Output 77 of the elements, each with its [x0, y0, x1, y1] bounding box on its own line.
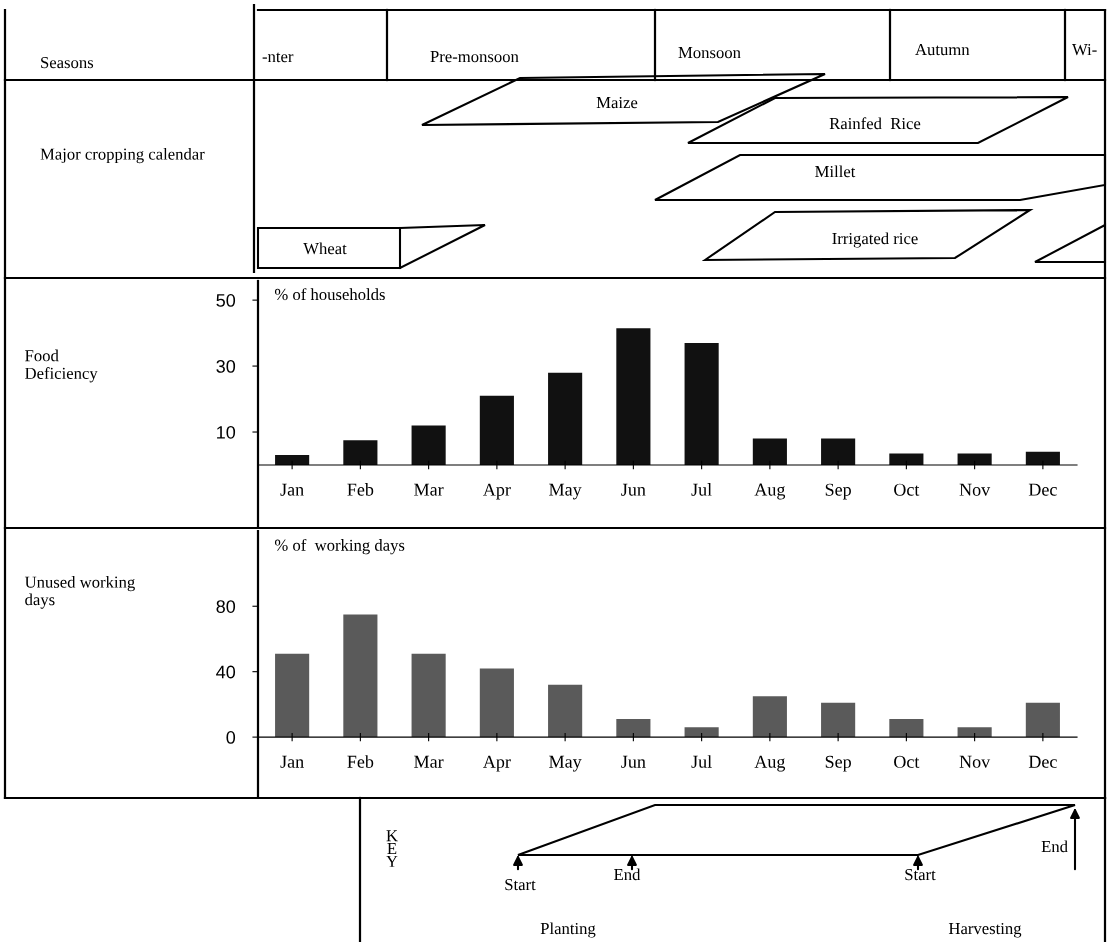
- category-label: Millet: [815, 165, 856, 178]
- x-tick-label: Dec: [1028, 755, 1057, 768]
- text: Major cropping calendar: [40, 148, 205, 164]
- y-axis-title: Unused working days: [24, 576, 135, 609]
- category-label: Maize: [596, 96, 638, 109]
- bar: [889, 719, 924, 738]
- x-tick-label: Aug: [754, 483, 786, 500]
- text: KEY: [386, 830, 398, 867]
- text: End: [614, 868, 641, 881]
- bar: [411, 653, 446, 738]
- bar: [275, 653, 310, 738]
- x-tick-label: Jun: [621, 483, 646, 496]
- y-tick-label: 10: [217, 425, 236, 439]
- bar: [957, 727, 992, 738]
- bar: [548, 372, 583, 465]
- category-label: Autumn: [915, 44, 970, 56]
- bar: [684, 727, 719, 738]
- text: Seasons: [41, 56, 94, 69]
- y-tick-label: 40: [216, 665, 236, 679]
- text: Planting: [540, 922, 596, 938]
- x-tick-label: Feb: [347, 755, 374, 768]
- x-tick-label: Oct: [894, 483, 920, 496]
- x-tick-label: Nov: [959, 755, 991, 768]
- bar: [616, 328, 651, 465]
- x-tick-label: Sep: [825, 755, 851, 772]
- x-tick-label: Apr: [483, 755, 511, 772]
- text: End: [1041, 840, 1068, 853]
- x-tick-label: Feb: [347, 483, 374, 496]
- x-tick-label: Aug: [754, 755, 786, 772]
- x-tick-label: Sep: [825, 483, 851, 500]
- bar: [343, 614, 378, 738]
- bar: [821, 438, 856, 465]
- bar: [684, 342, 719, 465]
- bar: [479, 668, 514, 738]
- bar: [1025, 451, 1060, 465]
- x-tick-label: Jul: [691, 755, 712, 768]
- category-label: Pre-monsoon: [430, 51, 519, 63]
- bar: [343, 440, 378, 465]
- x-tick-label: Dec: [1028, 483, 1057, 496]
- chart-title: % of working days: [274, 538, 405, 555]
- category-label: Wheat: [303, 242, 347, 255]
- y-tick-label: 80: [216, 600, 236, 613]
- x-tick-label: Jan: [280, 483, 304, 496]
- x-tick-label: Jun: [621, 755, 646, 768]
- x-tick-label: Apr: [483, 483, 511, 500]
- x-tick-label: Jan: [280, 755, 304, 768]
- bar: [957, 453, 992, 465]
- bar: [548, 684, 583, 738]
- category-label: Wi-: [1072, 43, 1097, 56]
- category-label: -nter: [262, 52, 294, 63]
- category-label: Irrigated rice: [832, 232, 918, 248]
- text: Start: [905, 868, 936, 881]
- y-tick-label: 30: [216, 360, 236, 373]
- x-tick-label: May: [549, 483, 582, 500]
- category-label: Rainfed Rice: [829, 117, 921, 130]
- y-tick-label: 50: [216, 294, 236, 307]
- text: Start: [505, 878, 536, 891]
- bar: [411, 425, 446, 465]
- bar: [752, 438, 787, 465]
- x-tick-label: Mar: [414, 483, 444, 496]
- y-tick-label: 0: [226, 731, 236, 744]
- x-tick-label: Nov: [959, 483, 991, 496]
- text: Harvesting: [948, 922, 1022, 938]
- chart-title: % of households: [274, 288, 385, 301]
- bar: [821, 702, 856, 738]
- category-label: Monsoon: [678, 47, 741, 59]
- x-tick-label: Jul: [691, 483, 712, 496]
- x-tick-label: Oct: [894, 755, 920, 768]
- bar: [889, 453, 924, 465]
- bar: [1025, 702, 1060, 738]
- bar: [275, 455, 310, 465]
- x-tick-label: May: [549, 755, 582, 772]
- x-tick-label: Mar: [414, 755, 444, 768]
- bar: [752, 696, 787, 738]
- y-axis-title: Food Deficiency: [25, 349, 98, 383]
- bar: [479, 395, 514, 465]
- bar: [616, 719, 651, 738]
